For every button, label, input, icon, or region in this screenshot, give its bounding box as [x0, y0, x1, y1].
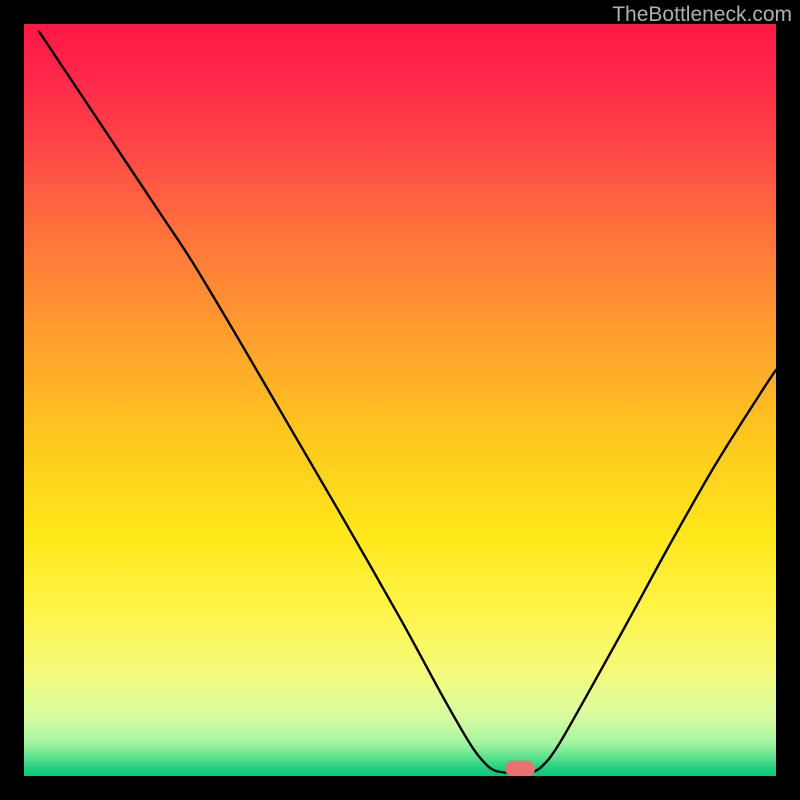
bottleneck-curve — [39, 32, 776, 774]
optimum-marker — [505, 761, 535, 776]
plot-area — [24, 24, 776, 776]
watermark-text: TheBottleneck.com — [612, 3, 792, 27]
chart-stage: TheBottleneck.com — [0, 0, 800, 800]
curve-layer — [24, 24, 776, 776]
